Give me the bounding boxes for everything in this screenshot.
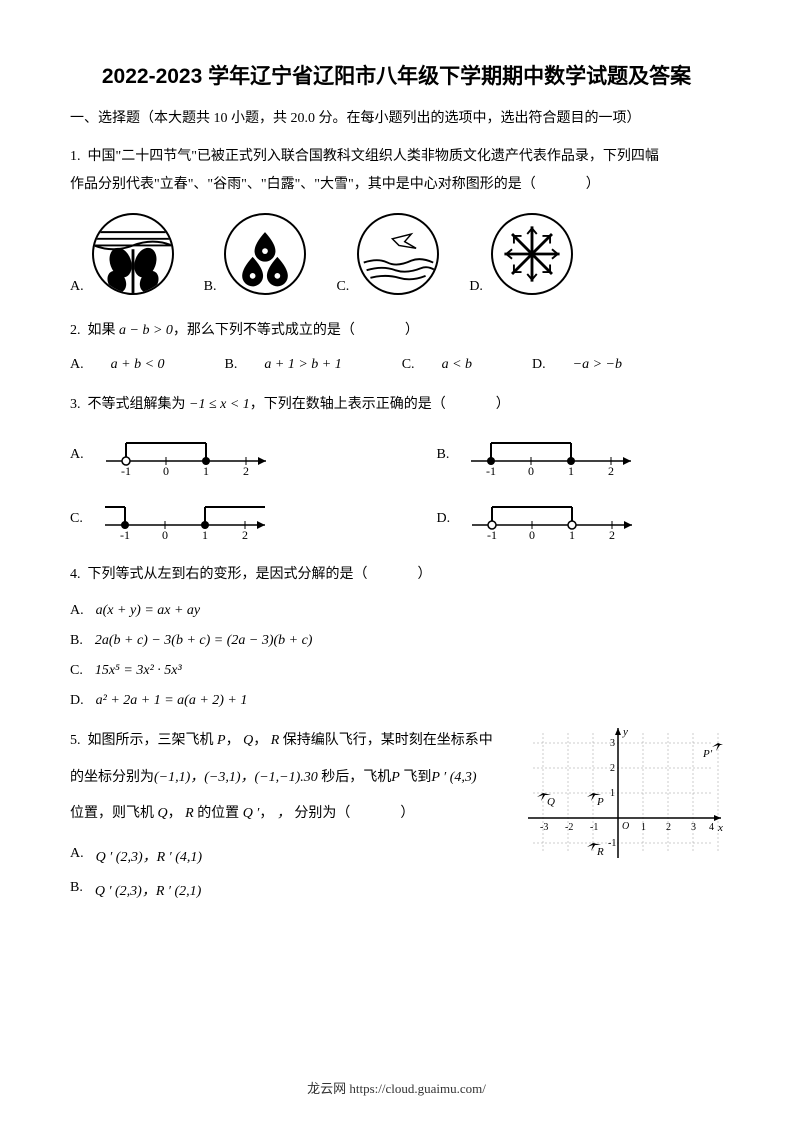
svg-text:3: 3 bbox=[691, 822, 696, 833]
question-5: 5. 如图所示，三架飞机 P， Q， R 保持编队飞行，某时刻在坐标系中 的坐标… bbox=[70, 723, 723, 914]
svg-text:0: 0 bbox=[163, 464, 169, 477]
svg-text:y: y bbox=[622, 726, 628, 738]
svg-text:-1: -1 bbox=[487, 528, 497, 541]
q1-opt-a: A. bbox=[70, 213, 174, 295]
coordinate-graph: x y O -3 -2 -1 1 2 3 4 -1 1 2 3 Q P R P′ bbox=[523, 723, 723, 883]
svg-text:Q: Q bbox=[547, 796, 555, 808]
question-1: 1. 中国"二十四节气"已被正式列入联合国教科文组织人类非物质文化遗产代表作品录… bbox=[70, 143, 723, 199]
q1-opt-b: B. bbox=[204, 213, 307, 295]
q2-options: A. a + b < 0 B. a + 1 > b + 1 C. a < b D… bbox=[70, 357, 723, 373]
svg-text:2: 2 bbox=[608, 464, 614, 477]
svg-text:1: 1 bbox=[568, 464, 574, 477]
svg-text:P: P bbox=[596, 796, 604, 808]
number-line-c: -1 0 1 2 bbox=[95, 497, 275, 541]
svg-text:4: 4 bbox=[709, 822, 714, 833]
svg-text:x: x bbox=[717, 822, 723, 834]
number-line-a: -1 0 1 2 bbox=[96, 433, 276, 477]
q1-opt-c: C. bbox=[336, 213, 439, 295]
lichun-icon bbox=[92, 213, 174, 295]
svg-text:-3: -3 bbox=[540, 822, 548, 833]
svg-text:2: 2 bbox=[666, 822, 671, 833]
svg-text:1: 1 bbox=[610, 788, 615, 799]
svg-text:2: 2 bbox=[609, 528, 615, 541]
svg-text:0: 0 bbox=[162, 528, 168, 541]
question-2: 2. 如果 a − b > 0，那么下列不等式成立的是（） bbox=[70, 317, 723, 345]
svg-text:1: 1 bbox=[569, 528, 575, 541]
svg-text:3: 3 bbox=[610, 738, 615, 749]
svg-text:-1: -1 bbox=[121, 464, 131, 477]
q3-options: A. -1 0 1 2 B. -1 0 bbox=[70, 433, 723, 541]
svg-text:1: 1 bbox=[203, 464, 209, 477]
q1-line2: 作品分别代表"立春"、"谷雨"、"白露"、"大雪"，其中是中心对称图形的是（） bbox=[70, 177, 600, 192]
q1-opt-d: D. bbox=[469, 213, 573, 295]
svg-text:-1: -1 bbox=[590, 822, 598, 833]
svg-text:1: 1 bbox=[202, 528, 208, 541]
svg-text:0: 0 bbox=[529, 528, 535, 541]
question-3: 3. 不等式组解集为 −1 ≤ x < 1，下列在数轴上表示正确的是（） bbox=[70, 391, 723, 419]
q1-images: A. B. bbox=[70, 213, 723, 295]
svg-text:2: 2 bbox=[243, 464, 249, 477]
svg-text:O: O bbox=[622, 821, 629, 832]
svg-text:-2: -2 bbox=[565, 822, 573, 833]
bailu-icon bbox=[357, 213, 439, 295]
footer: 龙云网 https://cloud.guaimu.com/ bbox=[0, 1078, 793, 1097]
number-line-b: -1 0 1 2 bbox=[461, 433, 641, 477]
daxue-icon bbox=[491, 213, 573, 295]
page-title: 2022-2023 学年辽宁省辽阳市八年级下学期期中数学试题及答案 bbox=[70, 60, 723, 90]
svg-text:-1: -1 bbox=[608, 838, 616, 849]
svg-text:2: 2 bbox=[242, 528, 248, 541]
q1-line1: 1. 中国"二十四节气"已被正式列入联合国教科文组织人类非物质文化遗产代表作品录… bbox=[70, 149, 659, 164]
question-4: 4. 下列等式从左到右的变形，是因式分解的是（） bbox=[70, 561, 723, 589]
svg-text:2: 2 bbox=[610, 763, 615, 774]
q4-options: A.a(x + y) = ax + ay B.2a(b + c) − 3(b +… bbox=[70, 603, 723, 709]
svg-text:-1: -1 bbox=[486, 464, 496, 477]
svg-text:R: R bbox=[596, 846, 604, 858]
guyu-icon bbox=[224, 213, 306, 295]
svg-text:P′: P′ bbox=[702, 748, 713, 760]
svg-text:1: 1 bbox=[641, 822, 646, 833]
svg-text:0: 0 bbox=[528, 464, 534, 477]
svg-text:-1: -1 bbox=[120, 528, 130, 541]
number-line-d: -1 0 1 2 bbox=[462, 497, 642, 541]
section-header: 一、选择题（本大题共 10 小题，共 20.0 分。在每小题列出的选项中，选出符… bbox=[70, 106, 723, 131]
